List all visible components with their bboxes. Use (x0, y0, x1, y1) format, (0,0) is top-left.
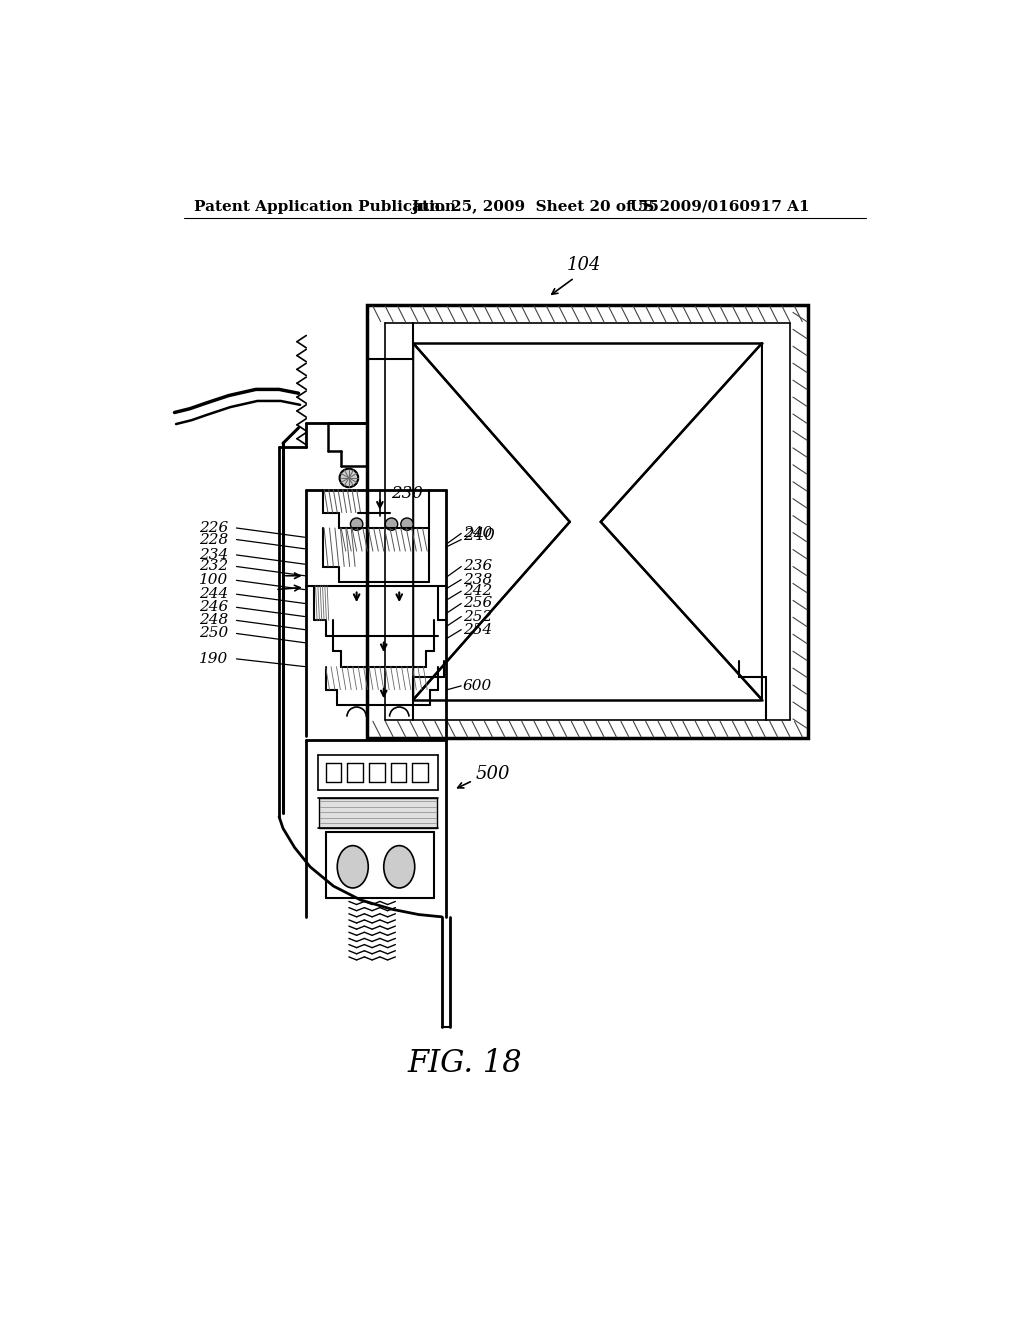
Ellipse shape (384, 846, 415, 888)
Circle shape (350, 517, 362, 531)
Text: 190: 190 (200, 652, 228, 665)
Text: 600: 600 (463, 678, 493, 693)
Polygon shape (414, 343, 569, 700)
Polygon shape (319, 797, 437, 829)
Text: 252: 252 (463, 610, 493, 623)
Text: 246: 246 (200, 601, 228, 614)
Text: FIG. 18: FIG. 18 (408, 1048, 522, 1078)
Text: 240: 240 (463, 527, 493, 540)
Text: 254: 254 (463, 623, 493, 636)
Circle shape (400, 517, 414, 531)
Text: 104: 104 (566, 256, 601, 273)
Text: 248: 248 (200, 614, 228, 627)
Text: 232: 232 (200, 560, 228, 573)
Text: US 2009/0160917 A1: US 2009/0160917 A1 (630, 199, 810, 214)
Text: Patent Application Publication: Patent Application Publication (194, 199, 456, 214)
Text: 228: 228 (200, 532, 228, 546)
Text: 238: 238 (463, 573, 493, 586)
Text: 230: 230 (391, 484, 423, 502)
Ellipse shape (337, 846, 369, 888)
Circle shape (385, 517, 397, 531)
Text: 236: 236 (463, 560, 493, 573)
Polygon shape (367, 305, 809, 738)
Polygon shape (601, 343, 762, 700)
Text: 240: 240 (463, 527, 495, 544)
Text: 100: 100 (200, 573, 228, 587)
Text: 234: 234 (200, 548, 228, 562)
Text: 226: 226 (200, 521, 228, 535)
Text: 250: 250 (200, 627, 228, 640)
Text: 500: 500 (475, 766, 510, 783)
Text: 242: 242 (463, 585, 493, 598)
Text: Jun. 25, 2009  Sheet 20 of 55: Jun. 25, 2009 Sheet 20 of 55 (411, 199, 658, 214)
Circle shape (340, 469, 358, 487)
Text: 256: 256 (463, 597, 493, 610)
Text: 244: 244 (200, 587, 228, 601)
